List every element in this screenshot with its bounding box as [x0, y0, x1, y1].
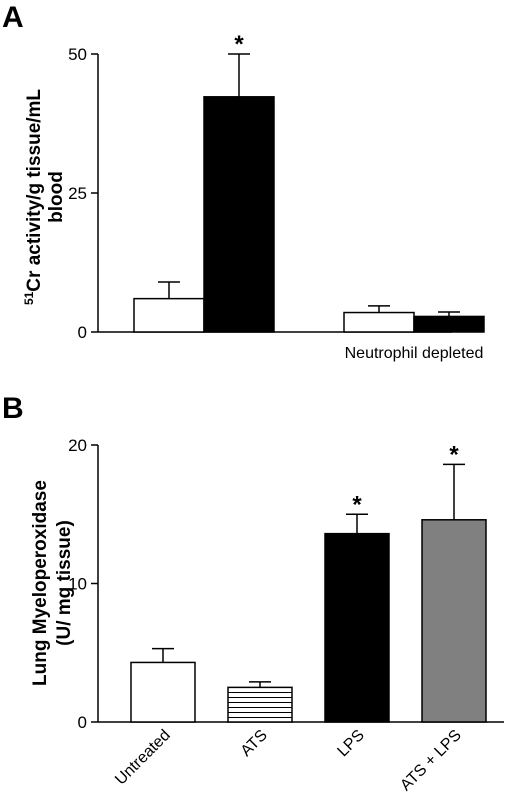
panel-b-ytick-label: 10	[68, 575, 87, 594]
panel-b-ytick-label: 0	[78, 713, 87, 732]
panel-a-ylabel-rest: Cr activity/g tissue/mL	[24, 89, 45, 292]
panel-a-letter: A	[2, 1, 24, 34]
panel-b-chart: B Lung Myeloperoxidase (U/ mg tissue) 0 1…	[2, 392, 504, 794]
panel-b-ylabel-line2: (U/ mg tissue)	[54, 520, 75, 646]
panel-b-ytick-label: 20	[68, 436, 87, 455]
panel-a-ytick-label: 0	[78, 323, 87, 342]
panel-a-group-label: Neutrophil depleted	[345, 345, 484, 362]
panel-a-chart: A 51Cr activity/g tissue/mL blood 0 25 50 *…	[2, 1, 485, 362]
panel-a-bar	[133, 297, 205, 333]
panel-b-bar	[227, 686, 293, 723]
panel-a-significance-marker: *	[234, 31, 244, 58]
panel-b-category-label: ATS	[238, 727, 271, 760]
panel-b-bar	[324, 532, 390, 723]
panel-a-ylabel-line1: 51Cr activity/g tissue/mL	[22, 89, 45, 305]
panel-b-category-label: ATS + LPS	[397, 727, 464, 794]
panel-a-bar	[343, 311, 415, 333]
panel-b-bar	[421, 519, 487, 723]
panel-b-ylabel-line1: Lung Myeloperoxidase	[30, 480, 51, 686]
panel-a-bar	[203, 96, 275, 333]
panel-b-significance-marker: *	[449, 441, 459, 468]
panel-b-bar	[130, 661, 196, 723]
panel-a-bar	[413, 315, 485, 333]
panel-b-category-label: LPS	[334, 727, 367, 760]
panel-a-ylabel-superscript: 51	[22, 291, 36, 305]
panel-b-category-label: Untreated	[112, 727, 174, 789]
panel-a-ylabel-line2: blood	[46, 171, 67, 223]
panel-a-ytick-label: 25	[68, 184, 87, 203]
panel-a-ytick-label: 50	[68, 45, 87, 64]
panel-b-significance-marker: *	[352, 491, 362, 518]
panel-b-letter: B	[2, 392, 24, 425]
